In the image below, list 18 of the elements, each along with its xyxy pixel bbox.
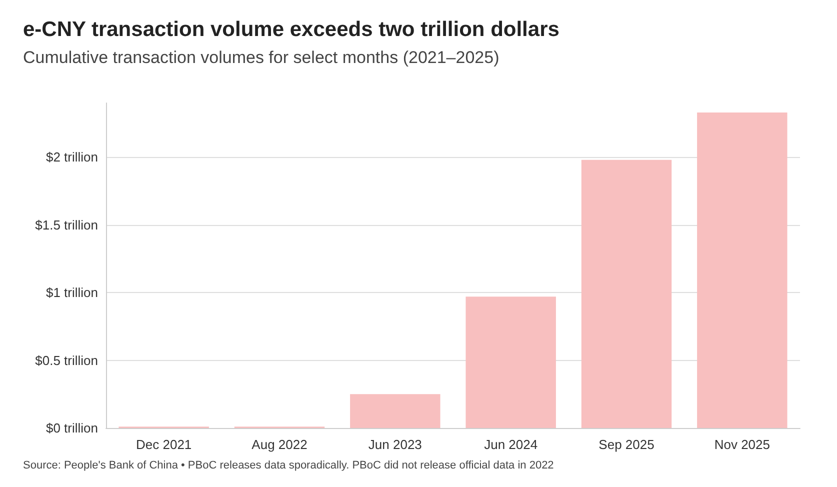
bar [697, 112, 788, 428]
x-tick-label: Aug 2022 [252, 437, 308, 452]
y-tick-label: $1 trillion [46, 285, 98, 300]
x-tick-label: Dec 2021 [136, 437, 192, 452]
chart-title: e-CNY transaction volume exceeds two trillion dollars [23, 18, 560, 41]
y-tick-label: $2 trillion [46, 150, 98, 165]
bar [581, 160, 672, 428]
y-tick-label: $1.5 trillion [35, 217, 98, 232]
y-tick-label: $0.5 trillion [35, 352, 98, 368]
bar [350, 394, 440, 428]
bar [466, 296, 556, 428]
y-tick-label: $0 trillion [46, 420, 98, 436]
x-tick-label: Sep 2025 [598, 437, 654, 452]
chart-subtitle: Cumulative transaction volumes for select months (2021–2025) [23, 48, 500, 67]
x-tick-label: Jun 2023 [368, 437, 422, 452]
x-tick-label: Nov 2025 [714, 437, 770, 452]
x-tick-label: Jun 2024 [484, 437, 538, 452]
source-note: Source: People's Bank of China • PBoC releases data sporadically. PBoC did not release official data in 2022 [23, 460, 554, 472]
